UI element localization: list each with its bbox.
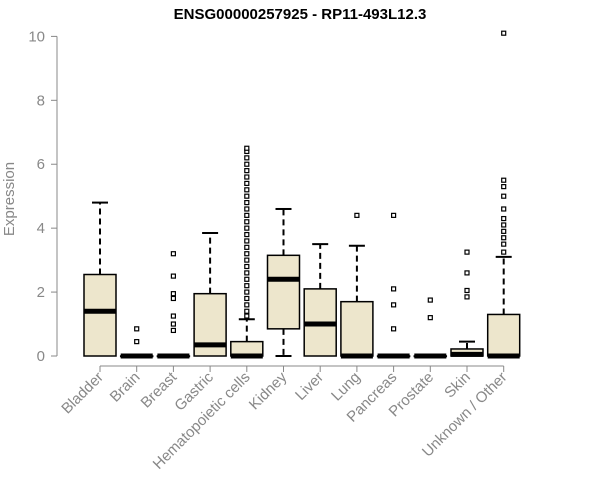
outlier-point <box>354 212 360 218</box>
outlier-point <box>427 297 433 303</box>
outlier-point <box>244 212 250 218</box>
outlier-point <box>464 287 470 294</box>
outlier-point <box>244 219 250 225</box>
outlier-point <box>244 193 250 199</box>
outlier-point <box>391 286 397 292</box>
outlier-point <box>170 313 176 319</box>
outlier-point <box>170 251 176 257</box>
box <box>486 313 521 357</box>
outlier-point <box>170 327 176 334</box>
outlier-point <box>391 302 397 308</box>
outlier-point <box>501 177 507 183</box>
outlier-point <box>244 231 250 238</box>
x-tick-label: Liver <box>292 369 327 404</box>
outlier-point <box>501 228 507 234</box>
outlier-point <box>391 326 397 332</box>
outlier-point <box>501 215 507 222</box>
outlier-point <box>170 291 176 297</box>
outlier-point <box>244 289 250 295</box>
box <box>266 254 301 330</box>
outlier-point <box>244 257 250 263</box>
outlier-point <box>464 270 470 276</box>
outlier-point <box>501 241 507 247</box>
outlier-point <box>244 313 250 319</box>
outlier-point <box>244 276 250 282</box>
outlier-point <box>244 145 250 151</box>
y-tick-label: 8 <box>37 92 45 109</box>
outlier-point <box>501 235 507 241</box>
outlier-point <box>170 295 176 302</box>
outlier-point <box>501 222 507 228</box>
outlier-point <box>244 308 250 314</box>
outlier-point <box>244 244 250 250</box>
x-tick-label: Skin <box>441 369 474 402</box>
outlier-point <box>501 206 507 212</box>
outlier-point <box>244 174 250 180</box>
outlier-point <box>244 155 250 161</box>
box <box>340 300 374 357</box>
outlier-point <box>501 184 507 190</box>
outlier-point <box>464 249 470 255</box>
outlier-point <box>501 30 507 36</box>
outlier-point <box>244 187 250 193</box>
x-tick-label: Kidney <box>246 368 291 413</box>
outlier-point <box>244 161 250 167</box>
y-tick-label: 6 <box>37 156 45 173</box>
outlier-point <box>170 273 176 279</box>
y-tick-label: 0 <box>37 348 45 365</box>
outlier-point <box>244 263 250 270</box>
outlier-point <box>244 206 250 212</box>
y-tick-label: 2 <box>37 284 45 301</box>
box <box>83 273 117 357</box>
chart-title: ENSG00000257925 - RP11-493L12.3 <box>173 6 427 23</box>
outlier-point <box>244 180 250 187</box>
outlier-point <box>244 283 250 289</box>
outlier-point <box>244 238 250 244</box>
outlier-point <box>244 302 250 308</box>
outlier-point <box>244 251 250 257</box>
outlier-point <box>464 294 470 300</box>
outlier-point <box>244 270 250 276</box>
x-tick-label: Bladder <box>58 369 107 418</box>
outlier-point <box>244 225 250 231</box>
outlier-point <box>244 168 250 174</box>
outlier-point <box>501 193 507 199</box>
y-tick-label: 10 <box>28 28 45 45</box>
outlier-point <box>427 315 433 321</box>
y-tick-label: 4 <box>37 220 45 237</box>
outlier-point <box>134 339 140 345</box>
outlier-point <box>134 326 140 332</box>
outlier-point <box>244 295 250 302</box>
y-axis-label: Expression <box>1 162 18 236</box>
outlier-point <box>391 212 397 218</box>
outlier-point <box>170 321 176 327</box>
outlier-point <box>244 199 250 206</box>
outlier-point <box>501 249 507 255</box>
